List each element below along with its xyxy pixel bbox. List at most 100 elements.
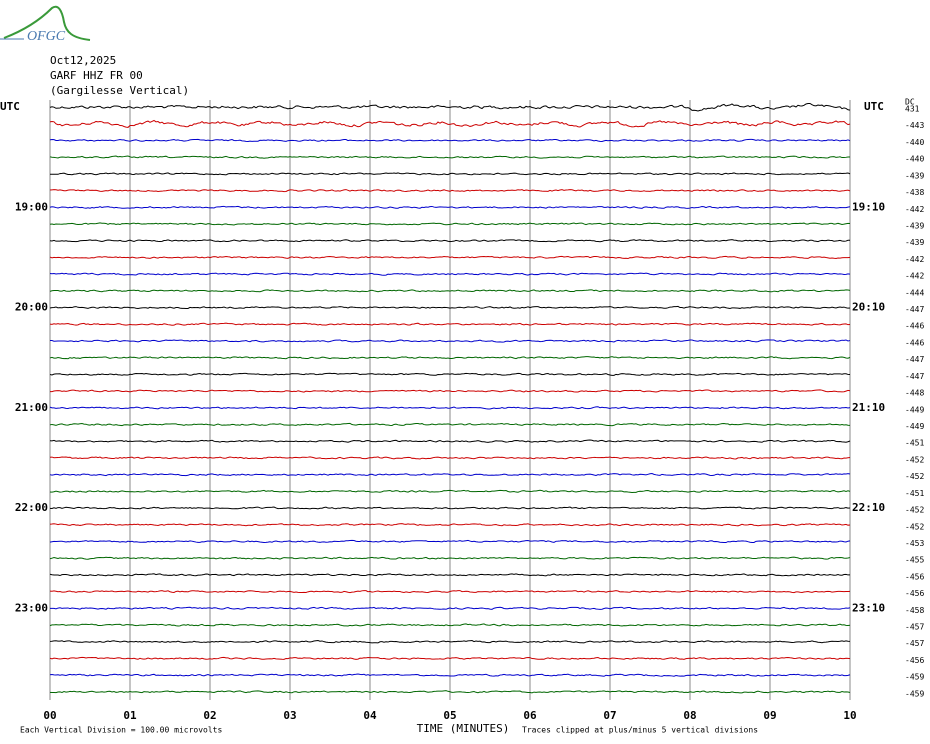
- dc-offset: -456: [905, 572, 924, 581]
- trace: [49, 289, 851, 293]
- trace: [49, 205, 851, 209]
- trace: [49, 623, 851, 627]
- x-title: TIME (MINUTES): [417, 722, 510, 735]
- trace: [49, 523, 851, 527]
- header-station: GARF HHZ FR 00: [50, 69, 143, 82]
- trace: [49, 189, 851, 193]
- dc-offset: -459: [905, 689, 924, 698]
- dc-offset: -456: [905, 589, 924, 598]
- dc-offset: -439: [905, 238, 924, 247]
- x-tick-label: 00: [43, 709, 56, 722]
- trace: [49, 322, 851, 326]
- dc-offset: -438: [905, 188, 924, 197]
- dc-offset: -442: [905, 205, 924, 214]
- trace: [49, 506, 851, 510]
- dc-offset: -447: [905, 355, 924, 364]
- left-time-label: 21:00: [15, 401, 48, 414]
- x-tick-label: 07: [603, 709, 616, 722]
- dc-offset: -452: [905, 455, 924, 464]
- trace: [49, 640, 851, 644]
- dc-offset: -451: [905, 439, 924, 448]
- trace: [49, 606, 851, 610]
- left-time-label: UTC: [0, 100, 20, 113]
- x-tick-label: 10: [843, 709, 856, 722]
- dc-offset: -453: [905, 539, 924, 548]
- trace: [49, 222, 851, 226]
- trace: [49, 489, 851, 493]
- trace: [49, 406, 851, 410]
- dc-offset: -449: [905, 405, 924, 414]
- dc-offset: -442: [905, 272, 924, 281]
- logo-text: OFGC: [27, 29, 66, 44]
- logo-curve: [3, 5, 91, 41]
- trace: [49, 102, 851, 112]
- trace: [49, 255, 851, 260]
- trace: [49, 539, 851, 544]
- x-tick-label: 04: [363, 709, 377, 722]
- x-tick-label: 01: [123, 709, 137, 722]
- dc-offset: -452: [905, 506, 924, 515]
- trace: [49, 172, 851, 176]
- right-time-label: 23:10: [852, 601, 885, 614]
- trace: [49, 389, 851, 393]
- x-tick-label: 08: [683, 709, 696, 722]
- dc-offset: -458: [905, 606, 924, 615]
- trace: [49, 119, 851, 128]
- dc-offset: -452: [905, 522, 924, 531]
- dc-offset: -443: [905, 121, 924, 130]
- left-time-label: 19:00: [15, 200, 48, 213]
- trace: [49, 656, 851, 660]
- dc-offset: -448: [905, 389, 924, 398]
- trace: [49, 305, 851, 309]
- trace: [49, 590, 851, 594]
- dc-offset: -457: [905, 639, 924, 648]
- dc-offset: -444: [905, 288, 924, 297]
- x-tick-label: 05: [443, 709, 456, 722]
- right-time-label: 20:10: [852, 301, 885, 314]
- trace: [49, 239, 851, 243]
- dc-offset: -457: [905, 623, 924, 632]
- dc-offset: 431: [905, 105, 920, 114]
- dc-offset: -439: [905, 221, 924, 230]
- right-time-label: 21:10: [852, 401, 885, 414]
- dc-offset: -455: [905, 556, 924, 565]
- trace: [49, 138, 851, 143]
- dc-offset: -459: [905, 673, 924, 682]
- dc-offset: -446: [905, 338, 924, 347]
- trace: [49, 673, 851, 677]
- trace: [49, 356, 851, 360]
- trace: [49, 422, 851, 427]
- header-name: (Gargilesse Vertical): [50, 84, 189, 97]
- clip-note: Traces clipped at plus/minus 5 vertical …: [522, 726, 758, 735]
- trace: [49, 690, 851, 694]
- scale-note: Each Vertical Division = 100.00 microvol…: [20, 726, 222, 735]
- trace: [49, 439, 851, 443]
- left-time-label: 20:00: [15, 301, 48, 314]
- left-time-label: 22:00: [15, 501, 48, 514]
- header-date: Oct12,2025: [50, 54, 116, 67]
- right-time-label: 19:10: [852, 200, 885, 213]
- trace: [49, 573, 851, 577]
- dc-offset: -452: [905, 472, 924, 481]
- trace: [49, 372, 851, 376]
- right-time-label: UTC: [864, 100, 884, 113]
- x-tick-label: 09: [763, 709, 776, 722]
- x-tick-label: 06: [523, 709, 537, 722]
- dc-title: DC: [905, 98, 915, 107]
- dc-offset: -440: [905, 155, 924, 164]
- dc-offset: -446: [905, 322, 924, 331]
- trace: [49, 272, 851, 276]
- dc-offset: -451: [905, 489, 924, 498]
- trace: [49, 473, 851, 477]
- right-time-label: 22:10: [852, 501, 885, 514]
- x-tick-label: 02: [203, 709, 216, 722]
- left-time-label: 23:00: [15, 601, 48, 614]
- trace: [49, 556, 851, 560]
- dc-offset: -449: [905, 422, 924, 431]
- dc-offset: -456: [905, 656, 924, 665]
- dc-offset: -447: [905, 305, 924, 314]
- trace: [49, 155, 851, 159]
- dc-offset: -440: [905, 138, 924, 147]
- dc-offset: -439: [905, 171, 924, 180]
